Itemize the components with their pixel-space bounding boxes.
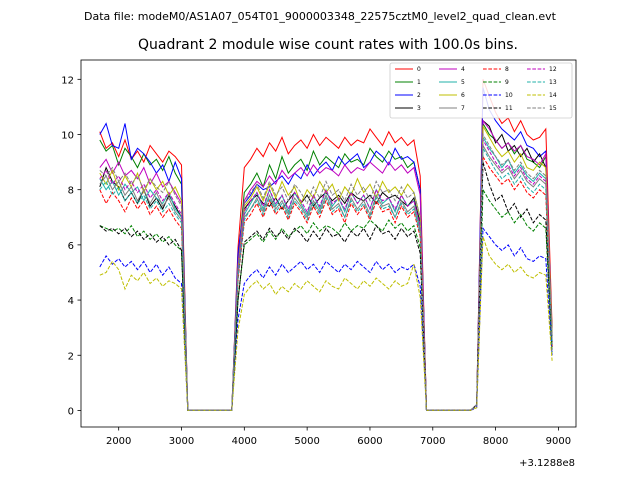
y-tick-label-10: 10 <box>61 131 74 142</box>
legend-label-8: 8 <box>505 66 509 73</box>
legend-label-0: 0 <box>417 66 421 73</box>
legend-label-11: 11 <box>505 105 513 112</box>
y-tick-label-0: 0 <box>68 406 74 417</box>
legend-label-1: 1 <box>417 79 421 86</box>
y-tick-label-8: 8 <box>68 186 74 197</box>
legend-label-9: 9 <box>505 79 509 86</box>
figure-suptitle: Data file: modeM0/AS1A07_054T01_90000033… <box>84 10 557 23</box>
series-line-4 <box>99 119 553 411</box>
x-tick-label-4000: 4000 <box>232 436 257 447</box>
series-line-3 <box>99 119 553 411</box>
x-offset-label: +3.1288e8 <box>519 458 575 469</box>
legend-label-5: 5 <box>461 79 465 86</box>
x-tick-label-9000: 9000 <box>546 436 571 447</box>
plot-lines <box>99 79 553 411</box>
series-line-13 <box>99 146 553 411</box>
axes: 2000 3000 4000 5000 6000 7000 8000 900002468101… <box>61 59 577 447</box>
series-line-7 <box>99 143 553 411</box>
legend-box <box>389 62 573 119</box>
plot-frame <box>80 59 577 428</box>
series-line-10 <box>99 226 553 411</box>
legend-label-14: 14 <box>549 92 557 99</box>
legend-label-10: 10 <box>505 92 513 99</box>
y-tick-label-4: 4 <box>68 296 74 307</box>
series-line-9 <box>99 187 553 411</box>
x-tick-label-3000: 3000 <box>169 436 194 447</box>
series-line-2 <box>99 87 553 411</box>
series-line-14 <box>99 236 553 411</box>
x-tick-label-8000: 8000 <box>483 436 508 447</box>
x-tick-label-2000: 2000 <box>106 436 131 447</box>
legend-label-13: 13 <box>549 79 557 86</box>
y-tick-label-2: 2 <box>68 351 74 362</box>
series-line-1 <box>99 121 553 411</box>
legend-label-4: 4 <box>461 66 465 73</box>
y-tick-label-6: 6 <box>68 241 74 252</box>
chart-title: Quadrant 2 module wise count rates with … <box>138 37 518 53</box>
series-line-15 <box>99 132 553 411</box>
legend-label-3: 3 <box>417 105 421 112</box>
legend-label-7: 7 <box>461 105 465 112</box>
y-tick-label-12: 12 <box>61 75 74 86</box>
x-tick-label-7000: 7000 <box>420 436 445 447</box>
legend-label-6: 6 <box>461 92 465 99</box>
legend-label-15: 15 <box>549 105 557 112</box>
x-tick-label-6000: 6000 <box>357 436 382 447</box>
series-line-6 <box>99 124 553 411</box>
x-tick-label-5000: 5000 <box>294 436 319 447</box>
legend-label-12: 12 <box>549 66 557 73</box>
legend-label-2: 2 <box>417 92 421 99</box>
